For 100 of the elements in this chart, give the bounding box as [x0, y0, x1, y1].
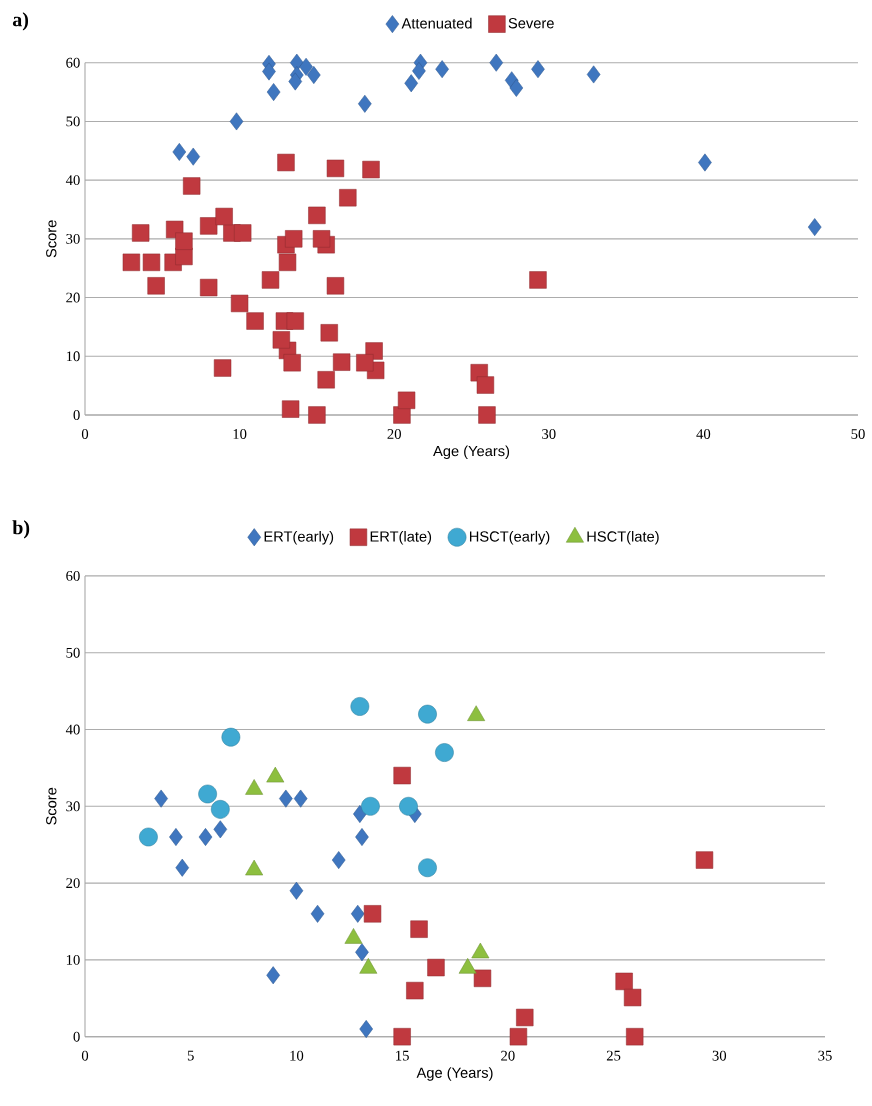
point: [615, 972, 633, 991]
point: [586, 65, 601, 84]
point: [476, 376, 495, 394]
point: [473, 969, 492, 987]
point: [307, 66, 321, 84]
point: [397, 391, 416, 409]
point: [312, 230, 331, 248]
point: [277, 153, 295, 172]
point: [288, 72, 303, 91]
point: [412, 61, 426, 80]
point: [489, 53, 504, 72]
point: [331, 851, 346, 869]
point: [293, 789, 308, 808]
point: [531, 60, 545, 79]
point: [623, 988, 642, 1007]
point: [698, 153, 712, 172]
point: [358, 94, 372, 113]
point: [516, 1008, 534, 1027]
point: [281, 400, 300, 418]
point: [406, 981, 424, 1000]
point: [353, 805, 367, 823]
x-tick-label: 25: [606, 1050, 621, 1061]
point: [435, 743, 454, 762]
point: [418, 704, 437, 724]
x-tick-label: 20: [387, 429, 401, 439]
point: [361, 796, 380, 816]
point: [308, 206, 326, 225]
point: [283, 354, 301, 372]
x-tick-label: 30: [542, 429, 556, 439]
y-tick-label: 10: [66, 351, 80, 362]
y-tick-label: 60: [66, 57, 80, 68]
point: [200, 217, 218, 235]
point: [299, 57, 313, 76]
y-tick-label: 20: [66, 878, 80, 889]
point: [320, 324, 338, 342]
x-tick-label: 5: [187, 1050, 194, 1061]
point: [286, 312, 304, 330]
point: [410, 920, 428, 938]
point: [435, 60, 449, 79]
point: [131, 224, 150, 242]
x-tick-label: 0: [81, 1050, 89, 1061]
point: [355, 943, 369, 962]
point: [326, 159, 345, 178]
y-tick-label: 40: [65, 175, 80, 186]
point: [142, 253, 161, 271]
point: [326, 277, 345, 295]
point: [175, 858, 190, 877]
point: [509, 1028, 528, 1046]
point: [266, 83, 281, 101]
point: [172, 143, 187, 161]
x-tick-label: 50: [851, 429, 865, 439]
point: [266, 966, 280, 985]
point: [317, 371, 335, 389]
chart-title: b): [12, 520, 30, 539]
point: [404, 74, 418, 93]
point: [393, 1028, 411, 1046]
point: [186, 147, 200, 166]
point: [262, 62, 276, 81]
point: [154, 789, 168, 808]
point: [359, 1020, 373, 1038]
point: [393, 766, 411, 785]
point: [213, 359, 232, 377]
point: [198, 828, 213, 846]
x-axis-title: Age (Years): [416, 1067, 493, 1081]
x-tick-label: 0: [81, 429, 89, 439]
point: [272, 331, 291, 349]
point: [289, 881, 304, 900]
y-tick-label: 0: [73, 1031, 80, 1042]
y-tick-label: 30: [66, 801, 80, 812]
y-axis-title: Score: [46, 220, 57, 258]
point: [279, 789, 293, 808]
point: [285, 230, 303, 248]
x-tick-label: 35: [818, 1050, 832, 1061]
legend-label: ERT(late): [370, 530, 432, 545]
point: [355, 828, 369, 846]
point: [350, 697, 370, 716]
point: [169, 828, 183, 846]
y-tick-label: 10: [66, 954, 80, 965]
point: [350, 904, 365, 923]
point: [198, 784, 217, 804]
point: [626, 1028, 644, 1046]
point: [362, 160, 380, 179]
point: [695, 851, 714, 869]
legend-label: HSCT(late): [587, 530, 659, 545]
point: [418, 858, 437, 878]
legend-label: Severe: [508, 18, 554, 29]
point: [308, 406, 326, 424]
y-tick-label: 60: [66, 570, 80, 581]
x-tick-label: 40: [696, 429, 711, 439]
x-tick-label: 10: [290, 1050, 304, 1061]
point: [339, 189, 357, 207]
point: [234, 224, 252, 242]
point: [230, 294, 249, 313]
point: [356, 354, 374, 372]
x-tick-label: 20: [501, 1050, 515, 1061]
point: [213, 820, 228, 839]
point: [529, 271, 547, 289]
point: [221, 727, 241, 747]
point: [393, 406, 411, 424]
point: [139, 827, 158, 847]
